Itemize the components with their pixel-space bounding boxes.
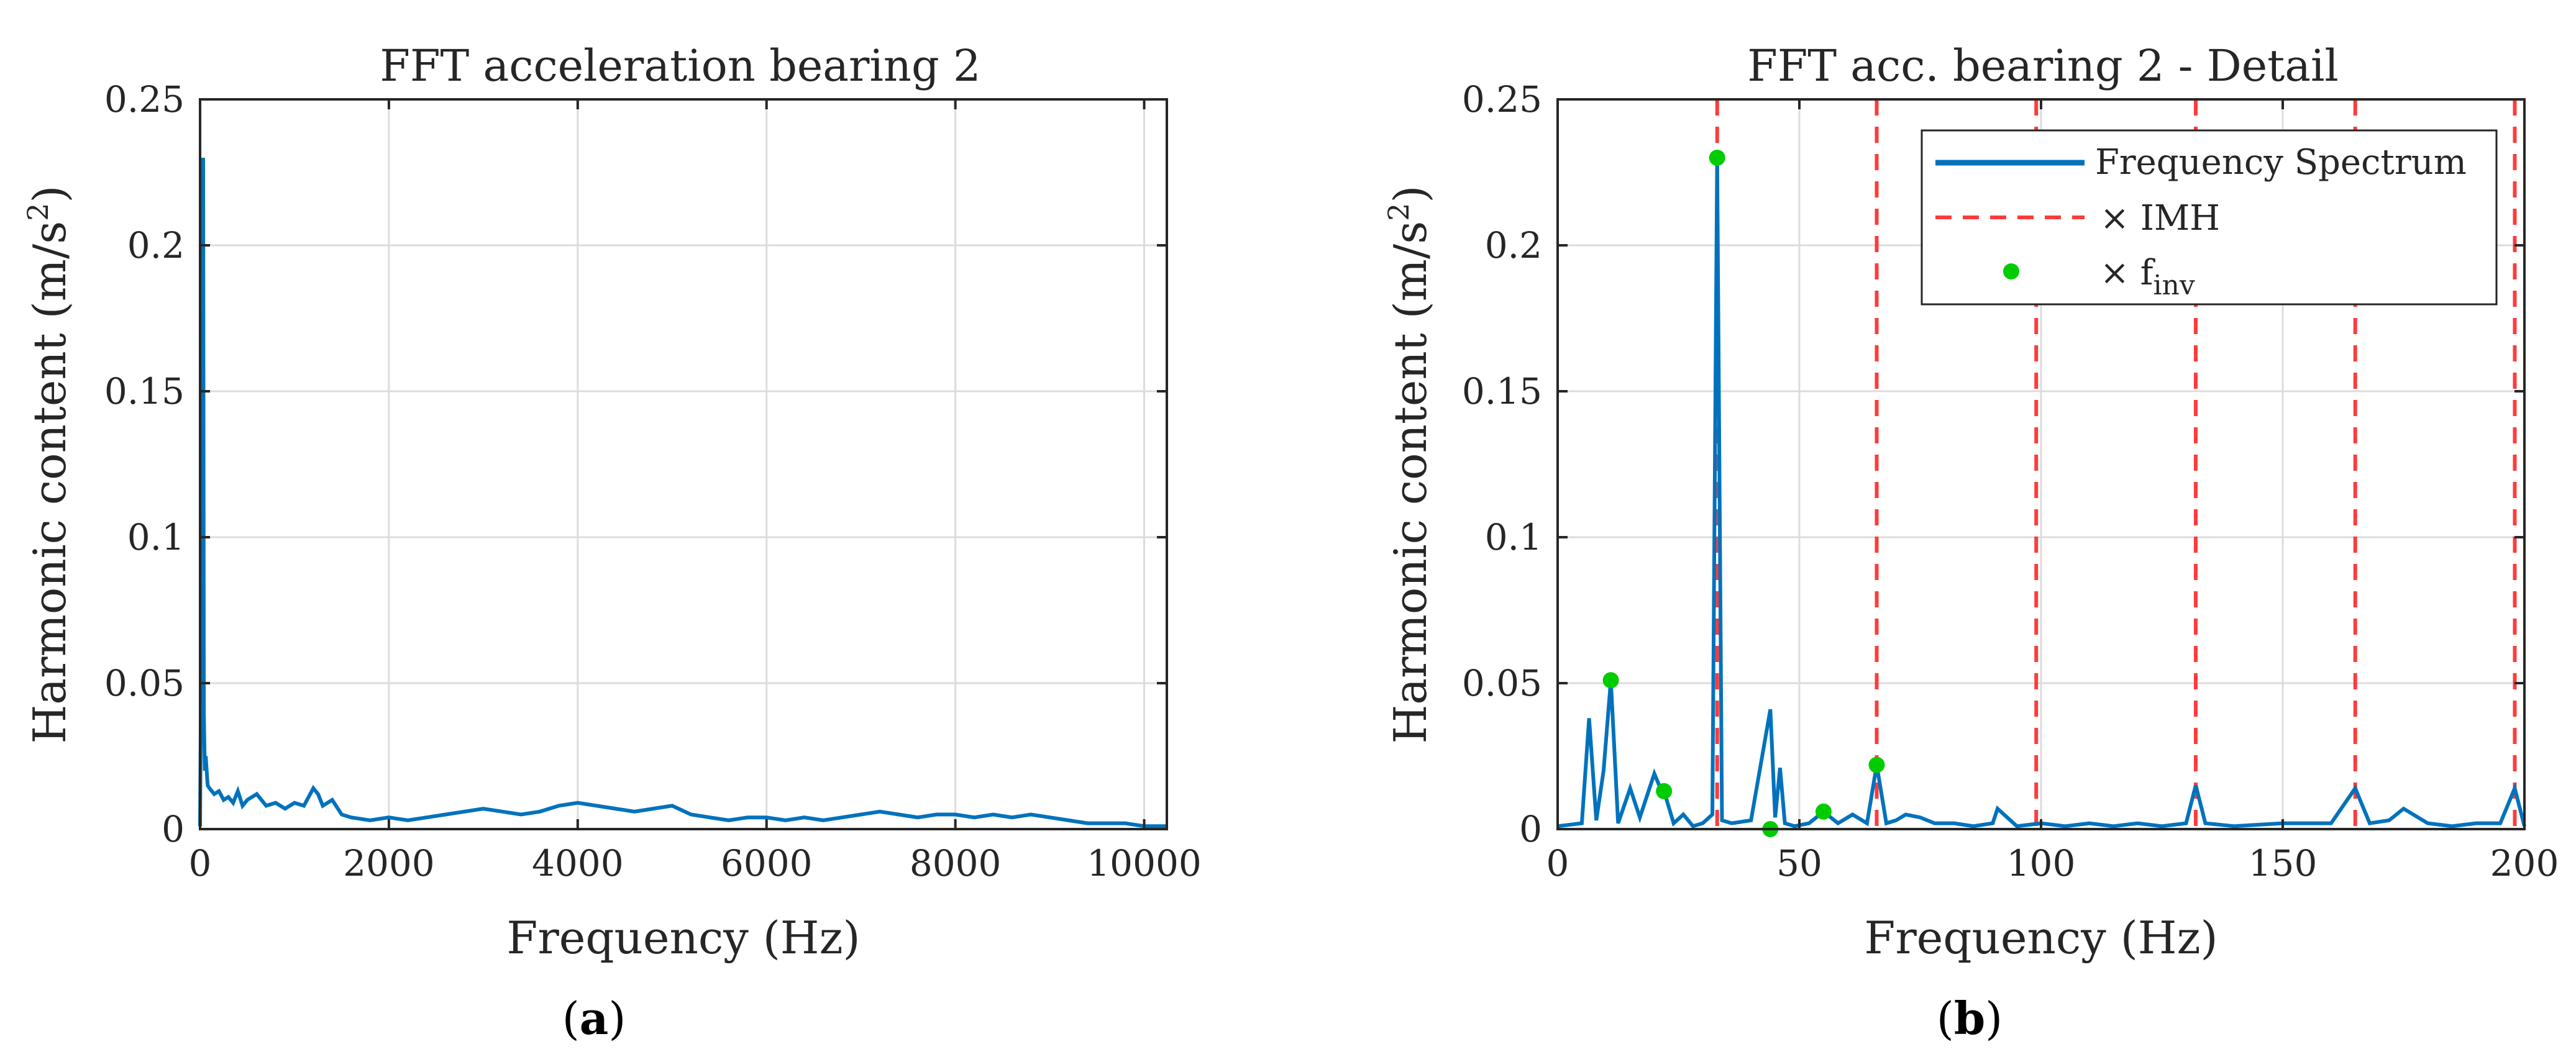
caption-a: (a) [562, 992, 626, 1045]
panel-a-chart: FFT acceleration bearing 2 0 2000 4000 6000… [21, 40, 1202, 964]
y-tick-label: 0.2 [127, 224, 185, 266]
y-tick-label: 0.1 [127, 516, 185, 558]
x-tick-label: 50 [1776, 842, 1822, 884]
y-tick-label: 0.05 [104, 662, 185, 704]
legend-label-spectrum: Frequency Spectrum [2095, 142, 2467, 183]
y-tick-label: 0.25 [1462, 78, 1542, 120]
panel-a-axes-frame [199, 98, 1168, 830]
y-tick-label: 0.15 [1462, 370, 1542, 412]
panel-b-ticks: 0 50 100 150 200 0 0.05 0.1 0.15 0.2 0.25 [1462, 78, 2559, 884]
x-tick-label: 0 [189, 842, 212, 884]
finv-point [1709, 150, 1725, 166]
finv-point [1815, 803, 1832, 820]
legend-label-imh: × IMH [2100, 198, 2220, 238]
panel-b-title: FFT acc. bearing 2 - Detail [1747, 40, 2339, 91]
panel-a-title: FFT acceleration bearing 2 [380, 40, 980, 91]
legend-marker-finv [2003, 263, 2019, 279]
panel-b-legend: Frequency Spectrum × IMH × finv [1921, 129, 2498, 306]
x-tick-label: 8000 [910, 842, 1002, 884]
y-tick-label: 0.15 [104, 370, 185, 412]
y-tick-label: 0.2 [1485, 224, 1542, 266]
panel-a-grid [199, 98, 1167, 830]
finv-point [1868, 756, 1885, 773]
x-tick-label: 0 [1546, 842, 1569, 884]
y-tick-label: 0 [1519, 808, 1542, 850]
x-tick-label: 2000 [343, 842, 435, 884]
finv-point [1602, 672, 1619, 689]
spectrum-line [198, 157, 1167, 828]
x-tick-label: 100 [2007, 842, 2076, 884]
panel-b-xlabel: Frequency (Hz) [1864, 912, 2217, 964]
panel-b-ylabel: Harmonic content (m/s2) [1382, 185, 1436, 743]
panel-a-xlabel: Frequency (Hz) [506, 912, 860, 964]
finv-point [1656, 783, 1673, 799]
x-tick-label: 150 [2249, 842, 2318, 884]
panel-a-ticks: 0 2000 4000 6000 8000 10000 0 0.05 0.1 0.15 0.2 0.2… [104, 78, 1202, 884]
x-tick-label: 6000 [721, 842, 813, 884]
x-tick-label: 4000 [532, 842, 624, 884]
y-tick-label: 0.05 [1462, 662, 1542, 704]
y-tick-label: 0 [162, 808, 185, 850]
caption-b: (b) [1937, 992, 2003, 1045]
panel-b-chart: FFT acc. bearing 2 - Detail 0 50 100 150 200… [1382, 40, 2559, 964]
legend-label-finv-subscript: inv [2153, 270, 2195, 301]
x-tick-label: 200 [2490, 842, 2559, 884]
y-tick-label: 0.25 [104, 78, 185, 120]
x-tick-label: 10000 [1087, 842, 1202, 884]
panel-a-series [198, 157, 1167, 828]
panel-b-finv-points [1602, 150, 1885, 837]
panel-a-ylabel: Harmonic content (m/s2) [21, 185, 76, 743]
legend-label-finv: × finv [2100, 253, 2195, 301]
y-tick-label: 0.1 [1485, 516, 1542, 558]
